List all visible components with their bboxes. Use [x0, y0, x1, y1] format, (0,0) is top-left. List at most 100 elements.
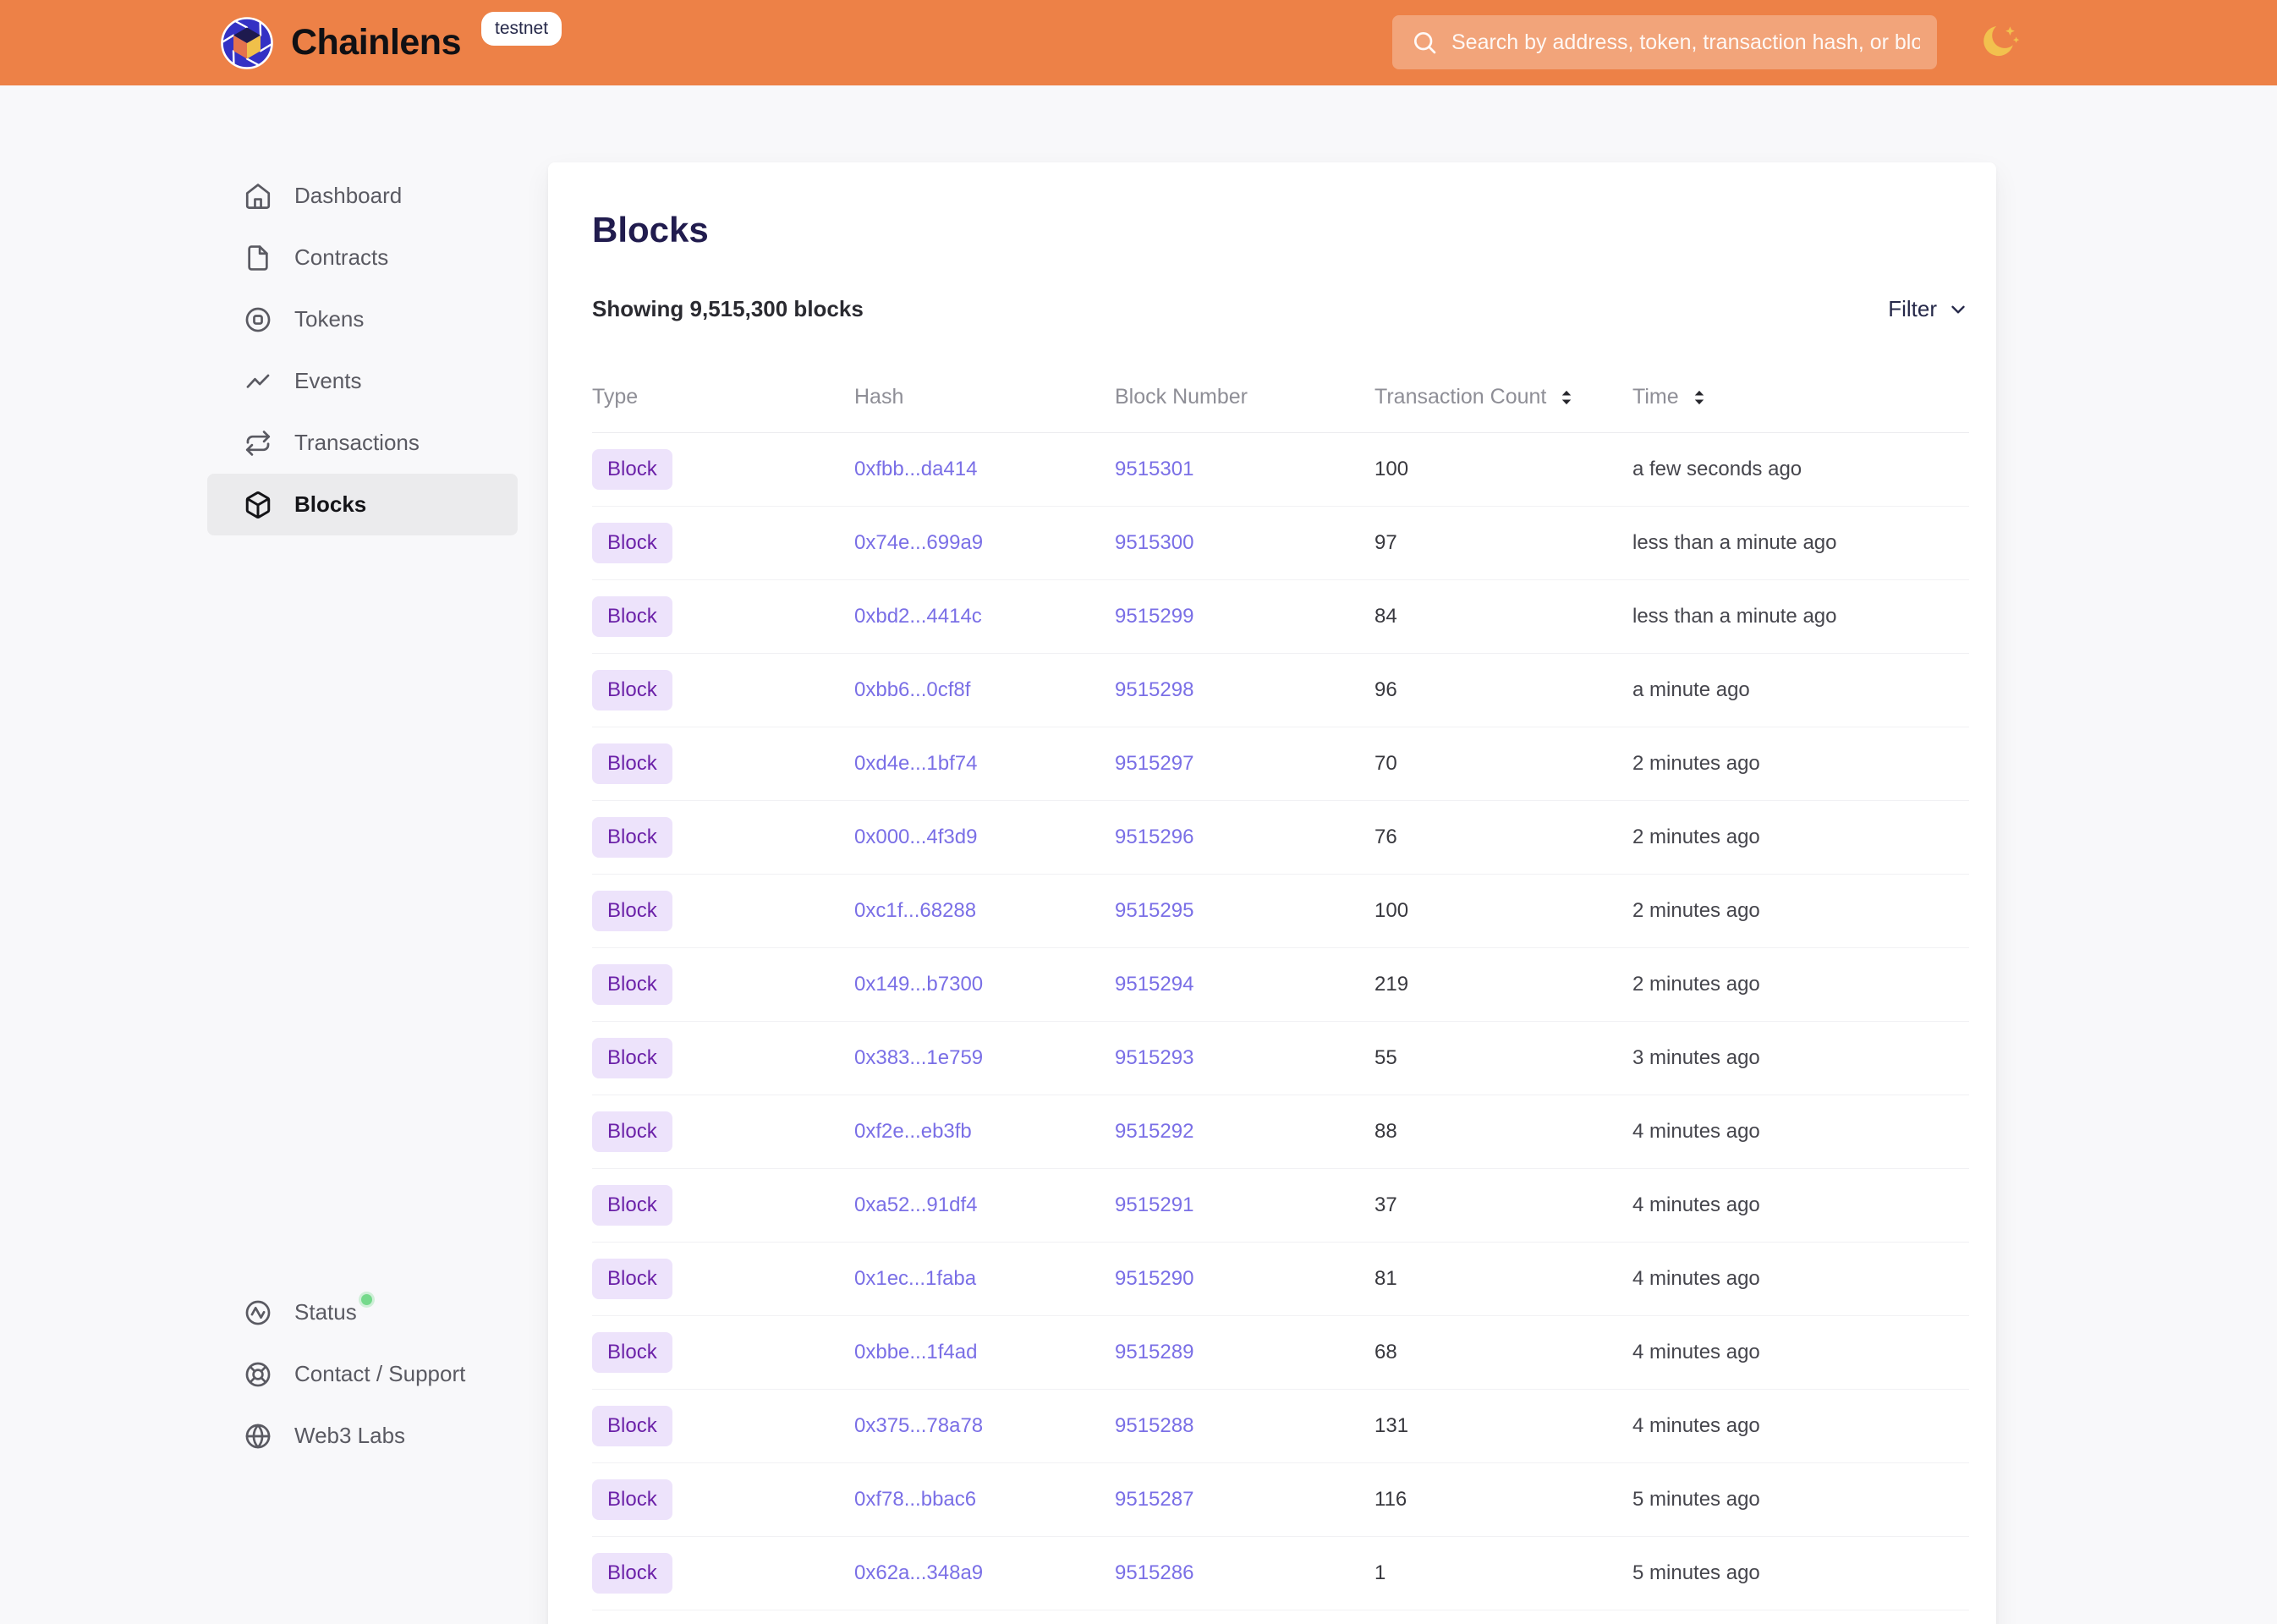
block-hash-link[interactable]: 0xa52...91df4 [854, 1193, 978, 1216]
sidebar-item-events[interactable]: Events [207, 350, 518, 412]
block-hash-link[interactable]: 0xbd2...4414c [854, 605, 982, 628]
filter-button[interactable]: Filter [1888, 296, 1969, 322]
block-number-link[interactable]: 9515293 [1115, 1046, 1194, 1069]
table-row: Block 0x1ec...1faba 9515290 81 4 minutes… [592, 1243, 1969, 1316]
block-number-link[interactable]: 9515292 [1115, 1120, 1194, 1143]
life-buoy-icon [245, 1362, 271, 1386]
transaction-count-value: 37 [1374, 1193, 1397, 1216]
block-number-link[interactable]: 9515288 [1115, 1414, 1194, 1437]
block-number-link[interactable]: 9515298 [1115, 678, 1194, 701]
blocks-count-summary: Showing 9,515,300 blocks [592, 296, 864, 321]
block-number-link[interactable]: 9515290 [1115, 1267, 1194, 1290]
brand-name: Chainlens [291, 22, 462, 63]
block-type-badge: Block [592, 523, 672, 563]
block-number-link[interactable]: 9515287 [1115, 1488, 1194, 1511]
block-type-badge: Block [592, 1111, 672, 1152]
table-row: Block 0x149...b7300 9515294 219 2 minute… [592, 948, 1969, 1022]
sidebar-item-blocks[interactable]: Blocks [207, 474, 518, 535]
block-hash-link[interactable]: 0x375...78a78 [854, 1414, 984, 1437]
time-ago-value: a minute ago [1632, 678, 1750, 701]
sidebar-item-label: Dashboard [294, 183, 403, 208]
block-type-badge: Block [592, 1038, 672, 1078]
time-ago-value: 5 minutes ago [1632, 1561, 1760, 1584]
status-pulse-icon [245, 1300, 271, 1325]
token-icon [245, 307, 271, 332]
search-input[interactable] [1438, 15, 1937, 69]
table-row: Block 0xf78...bbac6 9515287 116 5 minute… [592, 1463, 1969, 1537]
block-hash-link[interactable]: 0x149...b7300 [854, 973, 984, 996]
block-hash-link[interactable]: 0x000...4f3d9 [854, 826, 978, 848]
block-number-link[interactable]: 9515299 [1115, 605, 1194, 628]
dark-mode-toggle[interactable] [1978, 22, 2020, 64]
block-number-link[interactable]: 9515291 [1115, 1193, 1194, 1216]
table-row: Block 0xbb6...0cf8f 9515298 96 a minute … [592, 654, 1969, 727]
block-hash-link[interactable]: 0x1ec...1faba [854, 1267, 977, 1290]
transaction-count-value: 81 [1374, 1267, 1397, 1290]
sidebar-item-status[interactable]: Status [207, 1281, 518, 1343]
block-type-badge: Block [592, 891, 672, 931]
column-header-type: Type [592, 385, 639, 409]
sort-icon[interactable] [1558, 389, 1575, 406]
sidebar-item-transactions[interactable]: Transactions [207, 412, 518, 474]
block-type-badge: Block [592, 743, 672, 784]
sidebar-item-contracts[interactable]: Contracts [207, 227, 518, 288]
transaction-count-value: 100 [1374, 899, 1409, 922]
globe-icon [245, 1424, 271, 1448]
block-hash-link[interactable]: 0x74e...699a9 [854, 531, 984, 554]
block-number-link[interactable]: 9515295 [1115, 899, 1194, 922]
block-hash-link[interactable]: 0x62a...348a9 [854, 1561, 984, 1584]
time-ago-value: 4 minutes ago [1632, 1193, 1760, 1216]
block-number-link[interactable]: 9515300 [1115, 531, 1194, 554]
transaction-count-value: 88 [1374, 1120, 1397, 1143]
block-hash-link[interactable]: 0xbb6...0cf8f [854, 678, 971, 701]
table-row: Block 0xfbb...da414 9515301 100 a few se… [592, 433, 1969, 507]
sidebar-item-tokens[interactable]: Tokens [207, 288, 518, 350]
column-header-time[interactable]: Time [1632, 385, 1969, 409]
sidebar-item-label: Contact / Support [294, 1361, 466, 1386]
blocks-table-body: Block 0xfbb...da414 9515301 100 a few se… [592, 433, 1969, 1610]
block-hash-link[interactable]: 0xc1f...68288 [854, 899, 977, 922]
column-header-transaction-count[interactable]: Transaction Count [1374, 385, 1632, 409]
table-row: Block 0x74e...699a9 9515300 97 less than… [592, 507, 1969, 580]
table-row: Block 0x375...78a78 9515288 131 4 minute… [592, 1390, 1969, 1463]
sidebar-item-web3-labs[interactable]: Web3 Labs [207, 1405, 518, 1467]
table-header-row: Type Hash Block Number Transaction Count… [592, 385, 1969, 433]
block-hash-link[interactable]: 0xbbe...1f4ad [854, 1341, 978, 1363]
sidebar-item-dashboard[interactable]: Dashboard [207, 165, 518, 227]
table-row: Block 0xa52...91df4 9515291 37 4 minutes… [592, 1169, 1969, 1243]
sidebar-item-label: Blocks [294, 491, 367, 517]
block-type-badge: Block [592, 1259, 672, 1299]
time-ago-value: 5 minutes ago [1632, 1488, 1760, 1511]
block-hash-link[interactable]: 0xf2e...eb3fb [854, 1120, 972, 1143]
time-ago-value: less than a minute ago [1632, 531, 1837, 554]
sort-icon[interactable] [1691, 389, 1708, 406]
activity-line-icon [246, 374, 270, 388]
sidebar-item-label: Transactions [294, 430, 420, 455]
document-icon [248, 244, 268, 271]
time-ago-value: 2 minutes ago [1632, 973, 1760, 996]
block-hash-link[interactable]: 0xf78...bbac6 [854, 1488, 977, 1511]
table-row: Block 0xf2e...eb3fb 9515292 88 4 minutes… [592, 1095, 1969, 1169]
block-hash-link[interactable]: 0x383...1e759 [854, 1046, 984, 1069]
block-number-link[interactable]: 9515294 [1115, 973, 1194, 996]
sidebar-item-contact-support[interactable]: Contact / Support [207, 1343, 518, 1405]
time-ago-value: 2 minutes ago [1632, 826, 1760, 848]
block-number-link[interactable]: 9515297 [1115, 752, 1194, 775]
block-number-link[interactable]: 9515289 [1115, 1341, 1194, 1363]
transaction-count-value: 68 [1374, 1341, 1397, 1363]
block-number-link[interactable]: 9515301 [1115, 458, 1194, 480]
block-number-link[interactable]: 9515296 [1115, 826, 1194, 848]
search-icon [1414, 32, 1436, 54]
home-icon [245, 183, 271, 209]
time-ago-value: less than a minute ago [1632, 605, 1837, 628]
block-number-link[interactable]: 9515286 [1115, 1561, 1194, 1584]
brand-home-link[interactable]: Chainlens testnet [220, 0, 562, 85]
block-type-badge: Block [592, 817, 672, 858]
table-row: Block 0x383...1e759 9515293 55 3 minutes… [592, 1022, 1969, 1095]
block-hash-link[interactable]: 0xd4e...1bf74 [854, 752, 978, 775]
chevron-down-icon [1951, 305, 1965, 313]
table-row: Block 0xbbe...1f4ad 9515289 68 4 minutes… [592, 1316, 1969, 1390]
block-type-badge: Block [592, 449, 672, 490]
block-hash-link[interactable]: 0xfbb...da414 [854, 458, 978, 480]
time-ago-value: 4 minutes ago [1632, 1414, 1760, 1437]
